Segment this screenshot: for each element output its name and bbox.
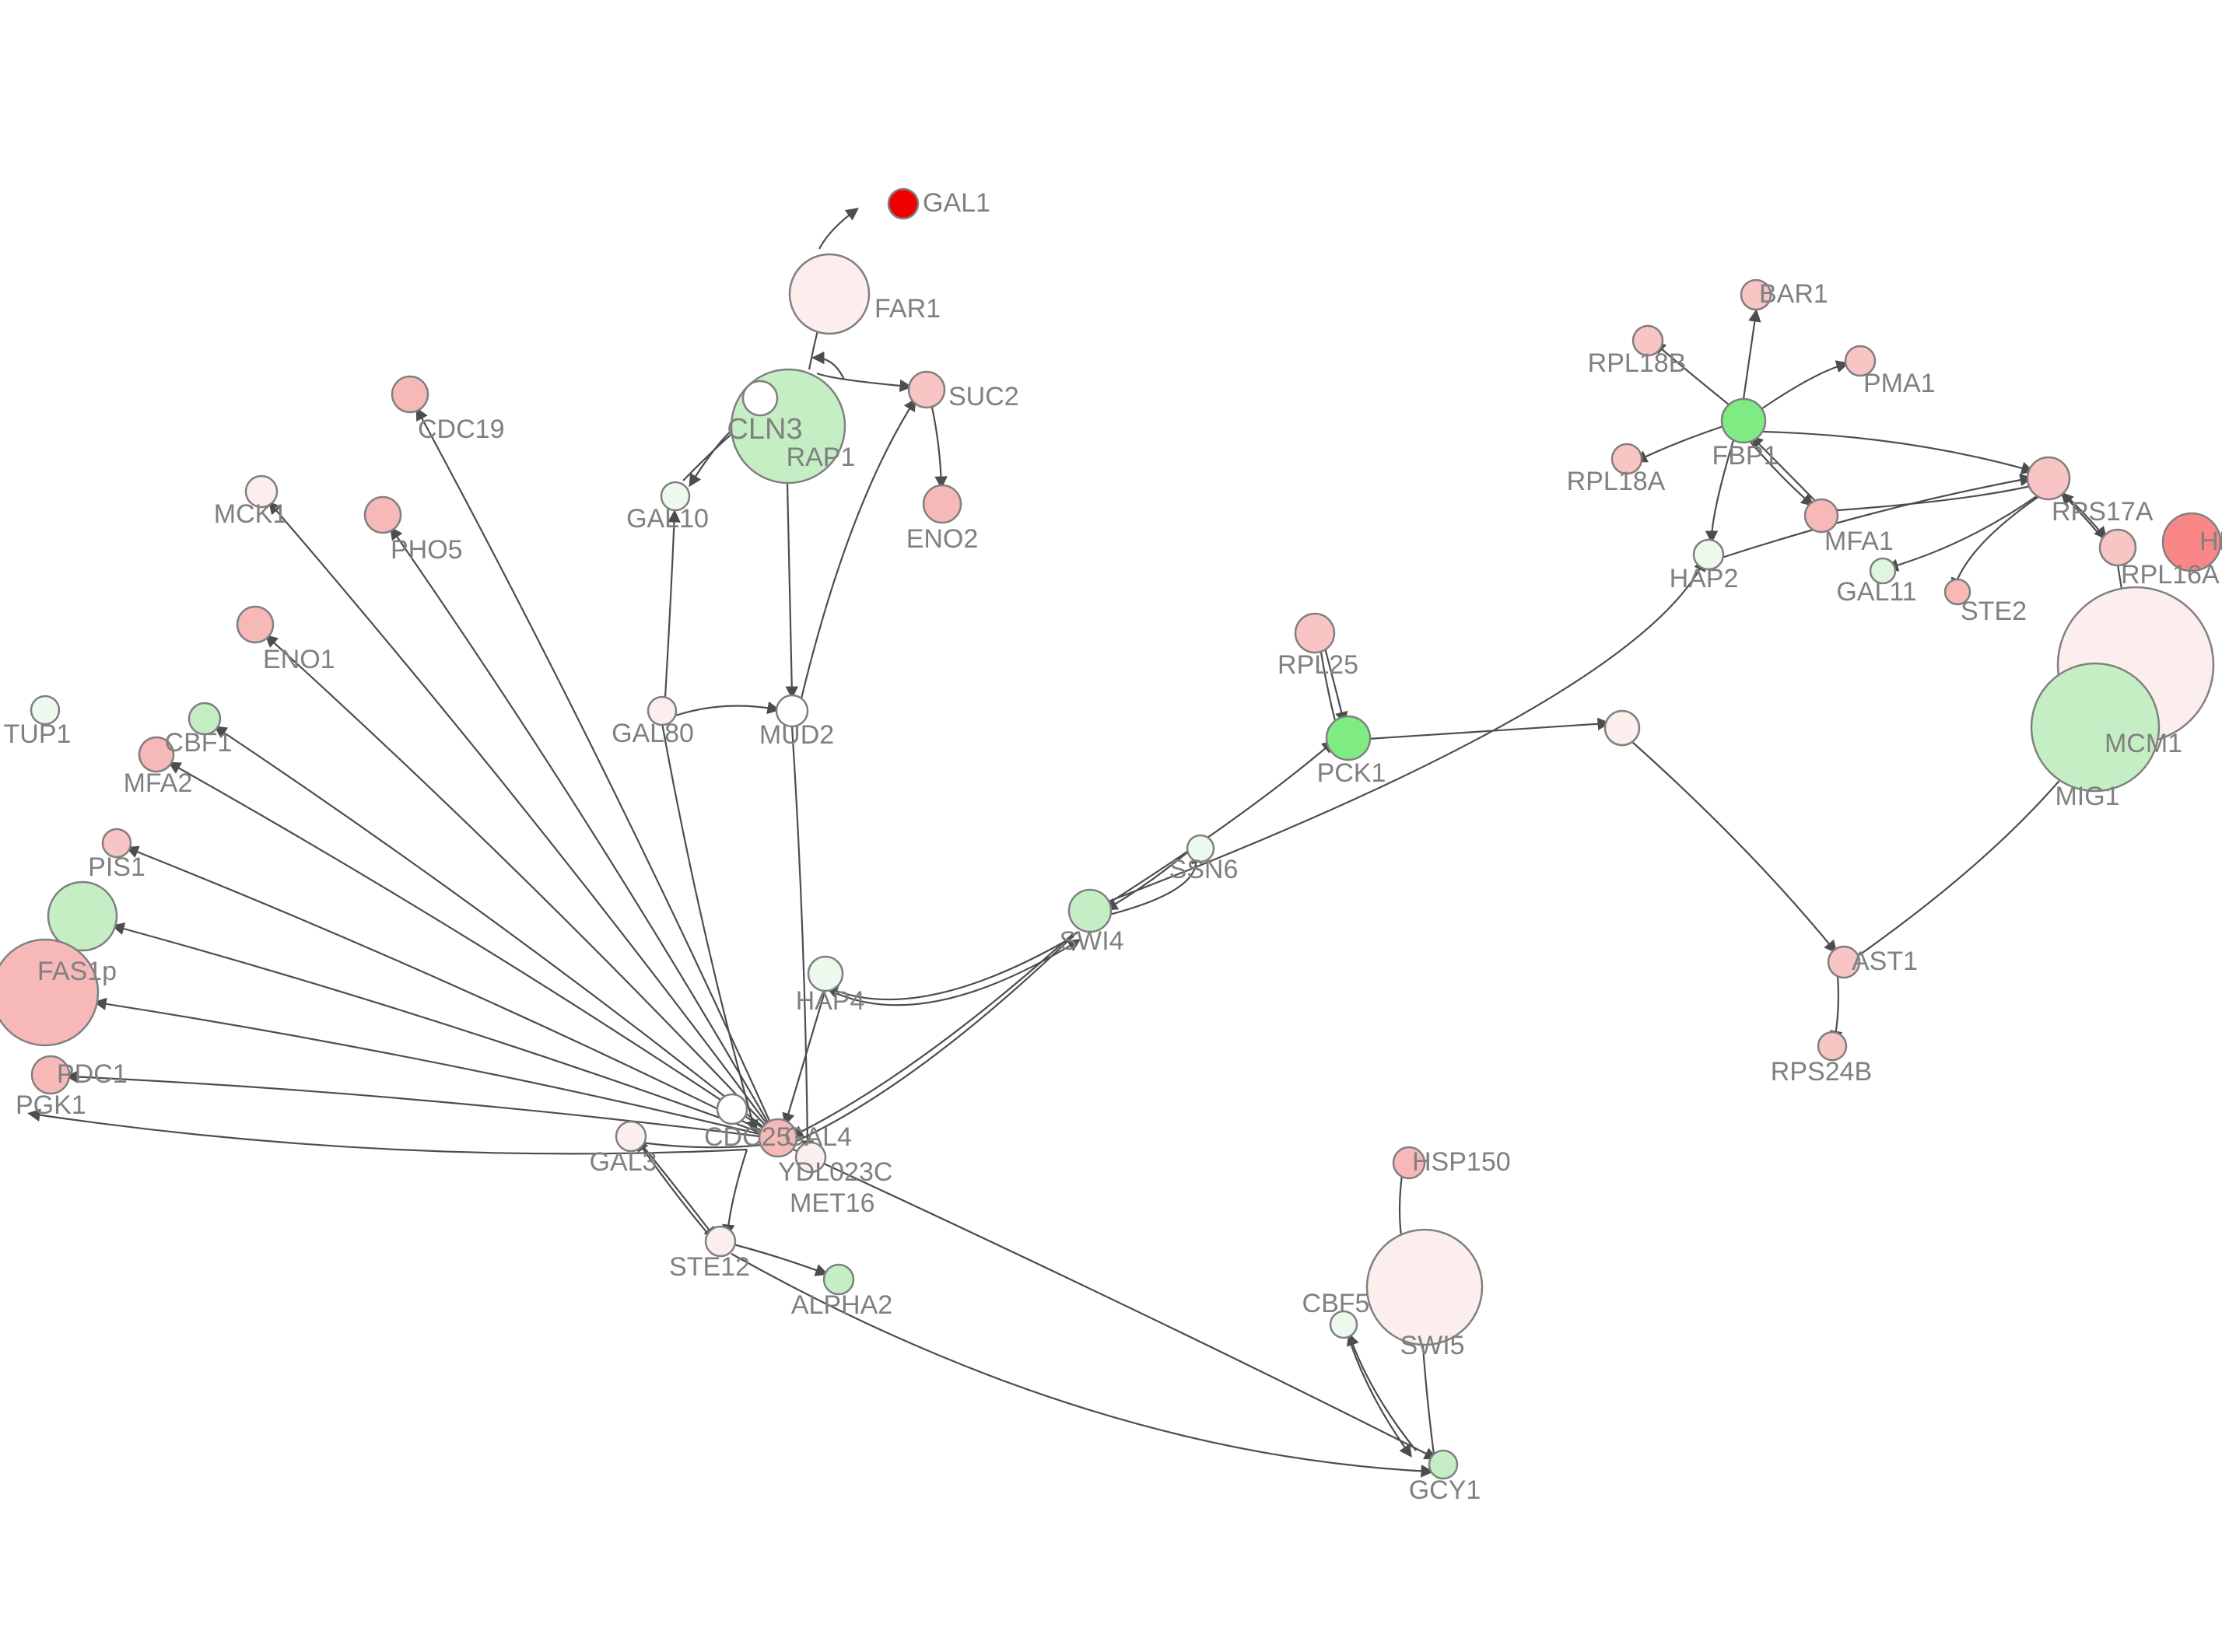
- svg-text:GAL3: GAL3: [590, 1147, 657, 1177]
- svg-text:GAL10: GAL10: [626, 504, 709, 534]
- svg-text:RAP1: RAP1: [787, 443, 856, 472]
- svg-text:ENO2: ENO2: [906, 524, 979, 554]
- svg-text:PCK1: PCK1: [1317, 758, 1386, 788]
- svg-text:FAR1: FAR1: [874, 294, 941, 324]
- svg-text:BAR1: BAR1: [1759, 279, 1828, 309]
- svg-text:STE2: STE2: [1961, 597, 2027, 626]
- svg-text:RPS17A: RPS17A: [2052, 497, 2154, 527]
- svg-text:GCY1: GCY1: [1409, 1475, 1481, 1505]
- svg-text:HAP4: HAP4: [796, 986, 865, 1016]
- svg-text:AST1: AST1: [1852, 947, 1918, 976]
- svg-text:MET16: MET16: [790, 1188, 875, 1218]
- svg-text:CBF1: CBF1: [165, 728, 233, 758]
- svg-text:YDL023C: YDL023C: [778, 1157, 892, 1187]
- svg-text:MCM1: MCM1: [2105, 729, 2182, 758]
- svg-text:ENO1: ENO1: [263, 645, 335, 674]
- svg-text:STE12: STE12: [669, 1252, 750, 1282]
- svg-text:MCK1: MCK1: [214, 499, 287, 529]
- svg-text:GAL1: GAL1: [923, 188, 990, 218]
- svg-text:RPL18A: RPL18A: [1567, 467, 1666, 496]
- svg-text:FBP1: FBP1: [1712, 441, 1778, 471]
- svg-text:GAL80: GAL80: [612, 719, 694, 748]
- svg-text:SSN6: SSN6: [1169, 855, 1239, 884]
- svg-text:PHO5: PHO5: [391, 535, 463, 565]
- svg-text:SWI4: SWI4: [1059, 926, 1123, 956]
- svg-text:HIS4: HIS4: [2199, 527, 2222, 556]
- svg-text:MFA1: MFA1: [1824, 527, 1894, 556]
- svg-text:RPS24B: RPS24B: [1771, 1057, 1872, 1087]
- svg-text:CBF5: CBF5: [1302, 1289, 1370, 1318]
- svg-text:MUD2: MUD2: [759, 720, 834, 750]
- svg-text:CLN3: CLN3: [727, 413, 802, 446]
- svg-text:SUC2: SUC2: [948, 382, 1019, 411]
- svg-text:PIS1: PIS1: [88, 852, 145, 882]
- svg-text:CDC25: CDC25: [704, 1122, 790, 1152]
- svg-text:RPL16A: RPL16A: [2121, 560, 2220, 590]
- svg-text:PMA1: PMA1: [1863, 369, 1936, 398]
- svg-text:HAP2: HAP2: [1670, 564, 1739, 593]
- svg-text:CDC19: CDC19: [418, 415, 504, 444]
- svg-text:SWI5: SWI5: [1400, 1331, 1464, 1360]
- svg-text:HSP150: HSP150: [1412, 1147, 1511, 1177]
- svg-text:GAL4: GAL4: [784, 1122, 852, 1152]
- svg-text:TUP1: TUP1: [4, 719, 72, 749]
- svg-text:GAL11: GAL11: [1836, 577, 1916, 607]
- svg-text:RPL18B: RPL18B: [1588, 348, 1687, 378]
- svg-text:MFA2: MFA2: [124, 768, 193, 798]
- svg-text:ALPHA2: ALPHA2: [791, 1290, 892, 1320]
- svg-text:PDC1: PDC1: [57, 1059, 128, 1089]
- svg-text:RPL25: RPL25: [1277, 650, 1358, 680]
- svg-text:MIG1: MIG1: [2055, 782, 2119, 811]
- svg-text:PGK1: PGK1: [16, 1090, 86, 1120]
- svg-text:FAS1p: FAS1p: [37, 957, 117, 986]
